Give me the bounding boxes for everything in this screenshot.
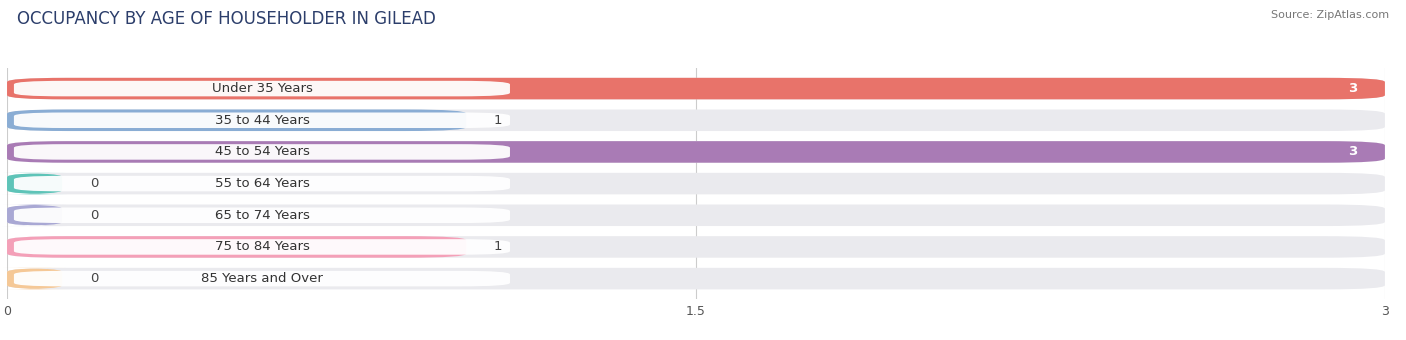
FancyBboxPatch shape bbox=[14, 271, 510, 286]
FancyBboxPatch shape bbox=[7, 204, 1385, 226]
Text: 35 to 44 Years: 35 to 44 Years bbox=[215, 114, 309, 127]
FancyBboxPatch shape bbox=[14, 144, 510, 160]
FancyBboxPatch shape bbox=[7, 268, 1385, 289]
Text: 75 to 84 Years: 75 to 84 Years bbox=[215, 240, 309, 253]
FancyBboxPatch shape bbox=[7, 173, 1385, 194]
Text: 65 to 74 Years: 65 to 74 Years bbox=[215, 209, 309, 222]
FancyBboxPatch shape bbox=[7, 109, 1385, 131]
FancyBboxPatch shape bbox=[14, 239, 510, 255]
Text: 3: 3 bbox=[1348, 146, 1357, 158]
FancyBboxPatch shape bbox=[14, 176, 510, 191]
FancyBboxPatch shape bbox=[3, 204, 66, 226]
FancyBboxPatch shape bbox=[7, 141, 1385, 163]
FancyBboxPatch shape bbox=[14, 207, 510, 223]
Text: Source: ZipAtlas.com: Source: ZipAtlas.com bbox=[1271, 10, 1389, 20]
FancyBboxPatch shape bbox=[3, 268, 66, 289]
Text: 0: 0 bbox=[90, 177, 98, 190]
FancyBboxPatch shape bbox=[7, 236, 1385, 258]
FancyBboxPatch shape bbox=[7, 78, 1385, 99]
FancyBboxPatch shape bbox=[3, 173, 66, 194]
Text: 1: 1 bbox=[494, 240, 502, 253]
Text: 45 to 54 Years: 45 to 54 Years bbox=[215, 146, 309, 158]
Text: 3: 3 bbox=[1348, 82, 1357, 95]
Text: 0: 0 bbox=[90, 209, 98, 222]
Text: OCCUPANCY BY AGE OF HOUSEHOLDER IN GILEAD: OCCUPANCY BY AGE OF HOUSEHOLDER IN GILEA… bbox=[17, 10, 436, 28]
Text: 0: 0 bbox=[90, 272, 98, 285]
FancyBboxPatch shape bbox=[7, 141, 1385, 163]
Text: 1: 1 bbox=[494, 114, 502, 127]
FancyBboxPatch shape bbox=[7, 78, 1385, 99]
Text: 85 Years and Over: 85 Years and Over bbox=[201, 272, 323, 285]
Text: Under 35 Years: Under 35 Years bbox=[211, 82, 312, 95]
FancyBboxPatch shape bbox=[14, 113, 510, 128]
FancyBboxPatch shape bbox=[14, 81, 510, 96]
Text: 55 to 64 Years: 55 to 64 Years bbox=[215, 177, 309, 190]
FancyBboxPatch shape bbox=[7, 236, 467, 258]
FancyBboxPatch shape bbox=[7, 109, 467, 131]
